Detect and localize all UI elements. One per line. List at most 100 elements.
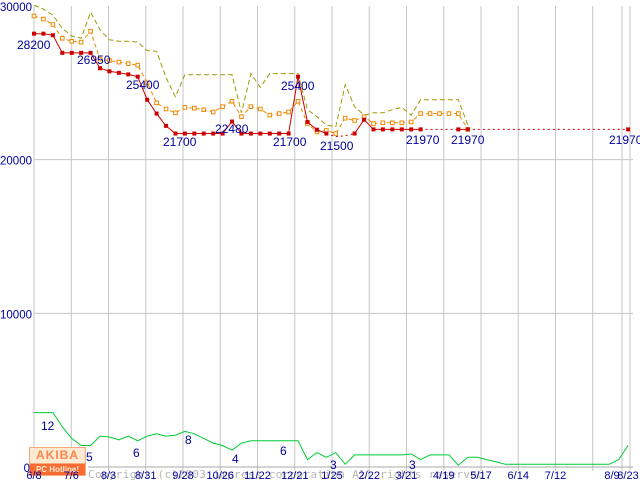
average-price-marker — [229, 98, 235, 104]
average-price-marker — [59, 35, 65, 41]
y-axis-tick-label: 10000 — [0, 309, 32, 321]
average-price-marker — [163, 106, 169, 112]
lowest-price-marker — [201, 131, 206, 136]
lowest-price-marker — [277, 131, 282, 136]
lowest-price-marker — [79, 50, 84, 55]
x-axis-date-label: 1/25 — [321, 470, 342, 480]
average-price-marker — [267, 112, 273, 118]
average-price-marker — [41, 16, 46, 22]
average-price-marker — [248, 104, 254, 109]
lowest-price-marker — [465, 127, 470, 132]
shop-count-annotation: 3 — [330, 458, 337, 472]
x-axis-date-label: 6/14 — [508, 470, 529, 480]
shop-count-annotation: 8 — [185, 433, 192, 447]
average-price-marker — [88, 29, 93, 34]
lowest-price-marker — [324, 131, 329, 136]
lowest-price-marker — [116, 70, 121, 75]
average-price-marker — [456, 111, 461, 116]
average-price-marker — [408, 119, 414, 125]
average-price-marker — [144, 80, 150, 86]
copyright-text: Copyright (c)2003 impress corporation Al… — [88, 446, 491, 480]
price-annotation: 21970 — [609, 133, 640, 147]
x-axis-date-label: 6/8 — [26, 470, 41, 480]
price-annotation: 26950 — [77, 53, 111, 67]
y-axis-tick-label: 20000 — [0, 156, 32, 168]
average-price-marker — [371, 121, 376, 126]
lowest-price-marker — [267, 131, 272, 136]
shop-count-annotation: 4 — [232, 452, 239, 466]
x-axis-date-label: 12/21 — [281, 470, 309, 480]
lowest-price-marker — [399, 127, 404, 132]
lowest-price-marker — [154, 111, 159, 116]
price-annotation: 25400 — [281, 79, 315, 93]
average-price-marker — [50, 22, 56, 27]
x-axis-date-label: 8/23 — [617, 470, 638, 480]
average-price-marker — [239, 114, 244, 119]
x-axis-date-label: 7/12 — [545, 470, 566, 480]
lowest-price-marker — [626, 127, 631, 132]
lowest-price-marker — [107, 69, 112, 74]
lowest-price-marker — [220, 131, 225, 136]
lowest-price-marker — [314, 127, 319, 132]
price-annotation: 21700 — [273, 135, 307, 149]
average-price-marker — [173, 110, 178, 116]
average-price-marker — [380, 120, 386, 126]
average-price-marker — [135, 62, 141, 68]
shop-count-annotation: 5 — [86, 450, 93, 464]
average-price-marker — [295, 98, 301, 104]
copyright-line1: Copyright (c)2003 impress corporation Al… — [88, 468, 492, 480]
lowest-price-marker — [362, 117, 367, 122]
lowest-price-marker — [371, 127, 376, 132]
x-axis-date-label: 11/22 — [244, 470, 271, 480]
x-axis-date-label: 2/22 — [359, 470, 380, 480]
average-price-marker — [399, 120, 405, 126]
lowest-price-marker — [409, 127, 414, 132]
lowest-price-marker — [305, 120, 310, 125]
x-axis-date-label: 3/21 — [396, 470, 417, 480]
average-price-marker — [126, 61, 131, 66]
highest-price-line — [33, 4, 469, 128]
lowest-price-marker — [380, 127, 385, 132]
average-price-marker — [220, 104, 225, 109]
lowest-price-marker — [32, 31, 36, 36]
average-price-marker — [78, 39, 84, 45]
shop-count-annotation: 12 — [41, 419, 55, 433]
average-price-marker — [116, 59, 122, 65]
x-axis-date-label: 8/31 — [135, 470, 156, 480]
lowest-price-marker — [98, 66, 103, 71]
average-price-marker — [418, 111, 423, 116]
price-annotation: 21700 — [163, 135, 197, 149]
x-axis-date-label: 7/6 — [64, 470, 79, 480]
lowest-price-marker — [69, 50, 74, 55]
lowest-price-marker — [258, 131, 263, 136]
average-price-marker — [427, 111, 433, 116]
lowest-price-marker — [182, 131, 187, 136]
average-price-marker — [31, 13, 37, 19]
y-axis-tick-label: 30000 — [0, 2, 32, 14]
logo-pc-hotline-text: PC Hotline! — [29, 464, 86, 476]
lowest-price-marker — [41, 31, 46, 36]
shop-count-annotation: 3 — [409, 458, 416, 472]
average-price-marker — [333, 131, 339, 136]
y-axis-tick-label: 0 — [24, 463, 30, 475]
akiba-pc-hotline-logo: AKIBA PC Hotline! — [29, 447, 86, 476]
x-axis-date-label: 9/28 — [172, 470, 193, 480]
lowest-price-marker — [50, 33, 55, 38]
x-axis-date-label: 5/17 — [470, 470, 491, 480]
average-price-marker — [182, 105, 188, 110]
average-price-marker — [276, 111, 282, 116]
lowest-price-marker — [164, 123, 169, 128]
average-price-marker — [192, 105, 197, 111]
lowest-price-marker — [296, 74, 301, 79]
lowest-price-marker — [192, 131, 197, 136]
average-price-marker — [69, 39, 75, 44]
price-annotation: 21500 — [320, 139, 354, 153]
average-price-marker — [342, 115, 348, 121]
lowest-price-marker — [248, 131, 253, 136]
average-price-marker — [390, 120, 395, 126]
lowest-price-marker — [88, 50, 93, 55]
lowest-price-marker — [145, 97, 150, 102]
x-axis-date-label: 10/26 — [206, 470, 234, 480]
